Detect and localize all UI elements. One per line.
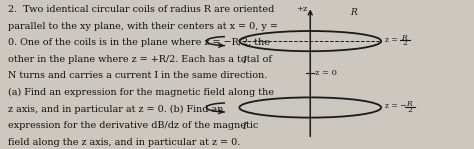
- Text: R: R: [406, 100, 411, 108]
- Text: R: R: [350, 8, 357, 17]
- Text: field along the z axis, and in particular at z = 0.: field along the z axis, and in particula…: [8, 138, 240, 147]
- Text: other in the plane where z = +R/2. Each has a total of: other in the plane where z = +R/2. Each …: [8, 55, 272, 64]
- Text: R: R: [401, 34, 407, 42]
- Text: +z: +z: [297, 5, 308, 13]
- Text: 2.  Two identical circular coils of radius R are oriented: 2. Two identical circular coils of radiu…: [8, 5, 274, 14]
- Text: z = −: z = −: [385, 102, 406, 110]
- Text: z = 0: z = 0: [315, 69, 337, 77]
- Text: 2: 2: [402, 39, 407, 47]
- Text: I: I: [242, 56, 246, 65]
- Text: 0. One of the coils is in the plane where z = −R/2, the: 0. One of the coils is in the plane wher…: [8, 38, 270, 47]
- Text: expression for the derivative dB/dz of the magnetic: expression for the derivative dB/dz of t…: [8, 121, 258, 130]
- Text: 2: 2: [407, 106, 412, 114]
- Text: parallel to the xy plane, with their centers at x = 0, y =: parallel to the xy plane, with their cen…: [8, 22, 278, 31]
- Text: I: I: [242, 122, 246, 131]
- Text: z axis, and in particular at z = 0. (b) Find an: z axis, and in particular at z = 0. (b) …: [8, 105, 223, 114]
- Text: N turns and carries a current I in the same direction.: N turns and carries a current I in the s…: [8, 71, 267, 80]
- Text: z =: z =: [385, 36, 398, 44]
- Text: (a) Find an expression for the magnetic field along the: (a) Find an expression for the magnetic …: [8, 88, 274, 97]
